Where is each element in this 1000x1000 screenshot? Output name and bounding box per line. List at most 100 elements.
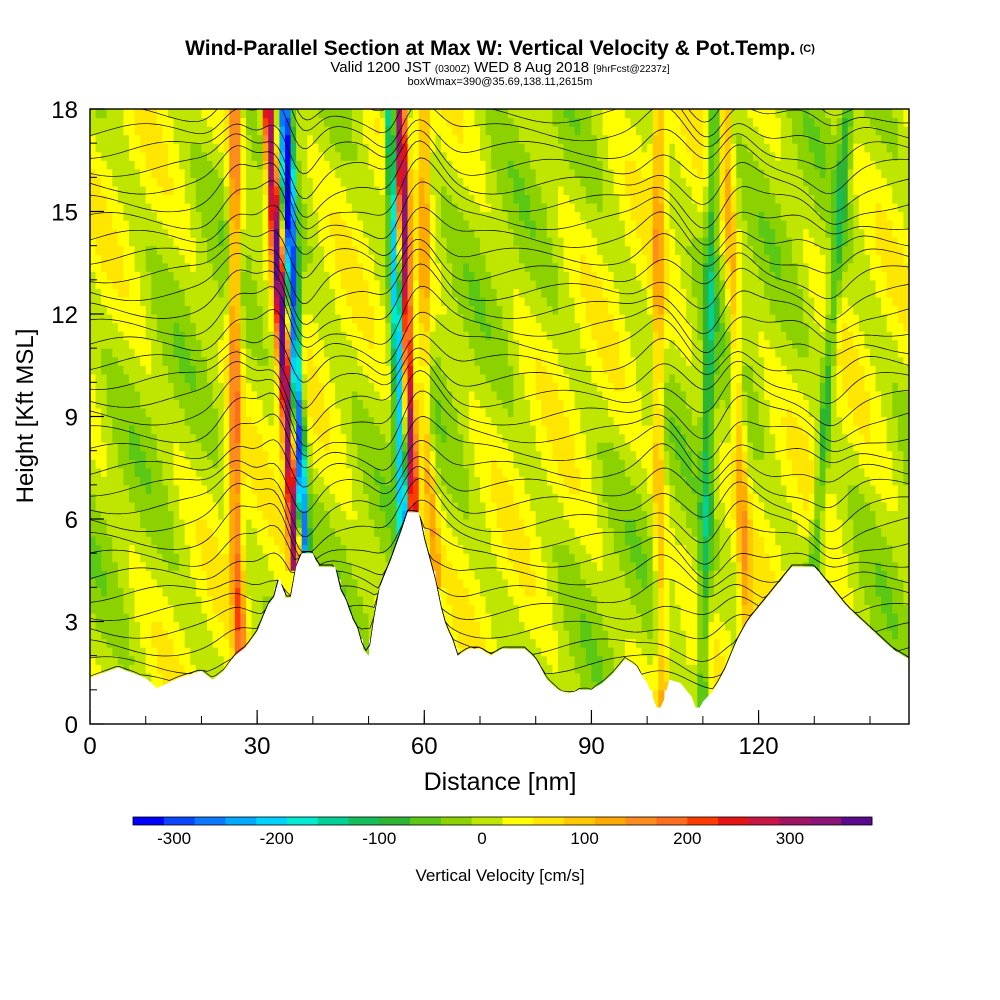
w-cell [307, 245, 314, 255]
w-cell [480, 305, 487, 315]
w-cell [429, 245, 437, 255]
w-cell [329, 561, 336, 571]
w-cell [117, 416, 125, 426]
w-cell [112, 527, 119, 537]
w-cell [268, 322, 275, 332]
w-cell [340, 254, 347, 264]
w-cell [179, 519, 186, 529]
w-cell [468, 314, 476, 324]
w-cell [262, 237, 269, 247]
w-cell [145, 339, 152, 349]
w-cell [145, 356, 152, 366]
w-cell [173, 194, 180, 204]
w-cell [268, 553, 275, 563]
w-cell [140, 647, 147, 657]
w-cell [390, 245, 398, 255]
w-cell [145, 527, 152, 537]
w-cell [151, 544, 158, 554]
w-cell [195, 237, 203, 247]
w-cell [251, 630, 258, 640]
w-cell [541, 433, 548, 443]
w-cell [396, 399, 403, 409]
w-cell [480, 194, 487, 204]
w-cell [162, 254, 169, 264]
w-cell [112, 399, 119, 409]
w-cell [452, 630, 459, 640]
w-cell [168, 553, 175, 563]
w-cell [101, 621, 108, 631]
w-cell [90, 390, 97, 401]
w-cell [340, 126, 347, 136]
w-cell [223, 331, 230, 341]
w-cell [240, 450, 247, 460]
w-cell [212, 151, 219, 161]
w-cell [240, 305, 247, 315]
w-cell [496, 348, 503, 358]
w-cell [246, 279, 253, 289]
w-cell [413, 416, 420, 426]
w-cell [112, 655, 119, 665]
w-cell [418, 296, 425, 307]
w-cell [117, 185, 125, 196]
w-cell [507, 160, 515, 170]
w-cell [268, 237, 275, 247]
w-cell [273, 185, 281, 196]
w-cell [129, 109, 136, 119]
w-cell [90, 442, 97, 452]
w-cell [268, 143, 275, 153]
w-cell [301, 501, 308, 512]
w-cell [368, 450, 375, 460]
w-cell [95, 168, 102, 178]
w-cell [519, 151, 526, 161]
w-cell [396, 442, 403, 452]
w-cell [496, 211, 503, 221]
w-cell [524, 237, 531, 247]
w-cell [279, 527, 286, 537]
w-cell [240, 425, 247, 435]
w-cell [229, 527, 236, 537]
w-cell [218, 322, 225, 332]
w-cell [407, 467, 414, 477]
w-cell [402, 305, 409, 315]
w-cell [351, 322, 359, 332]
w-cell [335, 296, 342, 307]
w-cell [229, 578, 236, 588]
w-cell [134, 348, 141, 358]
w-cell [368, 553, 375, 563]
w-cell [513, 373, 520, 383]
w-cell [156, 151, 164, 161]
w-cell [179, 262, 186, 272]
w-cell [234, 612, 242, 623]
w-cell [535, 595, 542, 606]
w-cell [234, 459, 242, 469]
w-cell [229, 501, 236, 512]
w-cell [184, 314, 191, 324]
w-cell [530, 382, 537, 392]
w-cell [535, 288, 542, 298]
w-cell [474, 177, 481, 187]
w-cell [301, 314, 308, 324]
w-cell [318, 296, 325, 307]
w-cell [190, 476, 197, 486]
w-cell [301, 109, 308, 119]
w-cell [363, 544, 370, 554]
w-cell [262, 220, 269, 230]
w-cell [435, 587, 442, 597]
w-cell [173, 561, 180, 571]
w-cell [162, 168, 169, 178]
w-cell [457, 134, 464, 144]
w-cell [502, 544, 509, 554]
w-cell [117, 484, 125, 494]
w-cell [318, 211, 325, 221]
w-cell [324, 288, 331, 298]
w-cell [251, 220, 258, 230]
w-cell [407, 109, 414, 119]
w-cell [129, 322, 136, 332]
w-cell [140, 254, 147, 264]
w-cell [346, 194, 353, 204]
w-cell [190, 279, 197, 289]
w-cell [496, 442, 503, 452]
w-cell [106, 237, 113, 247]
w-cell [145, 228, 152, 238]
w-cell [251, 109, 258, 119]
